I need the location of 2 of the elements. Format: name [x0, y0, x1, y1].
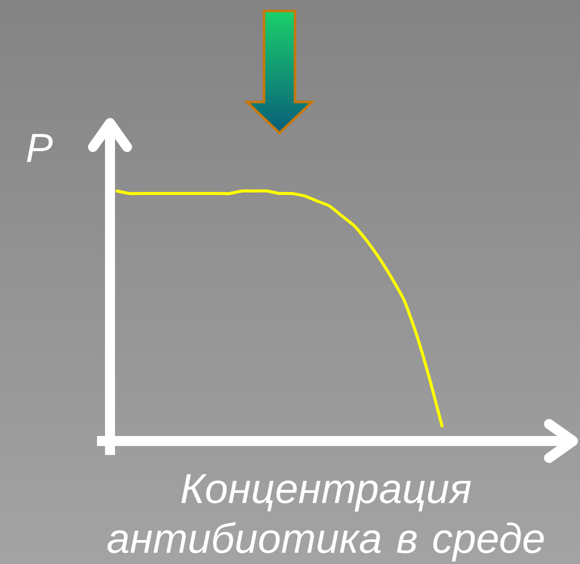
x-axis-title: Концентрация антибиотика в среде [108, 474, 544, 562]
y-axis-title: P [26, 134, 53, 162]
